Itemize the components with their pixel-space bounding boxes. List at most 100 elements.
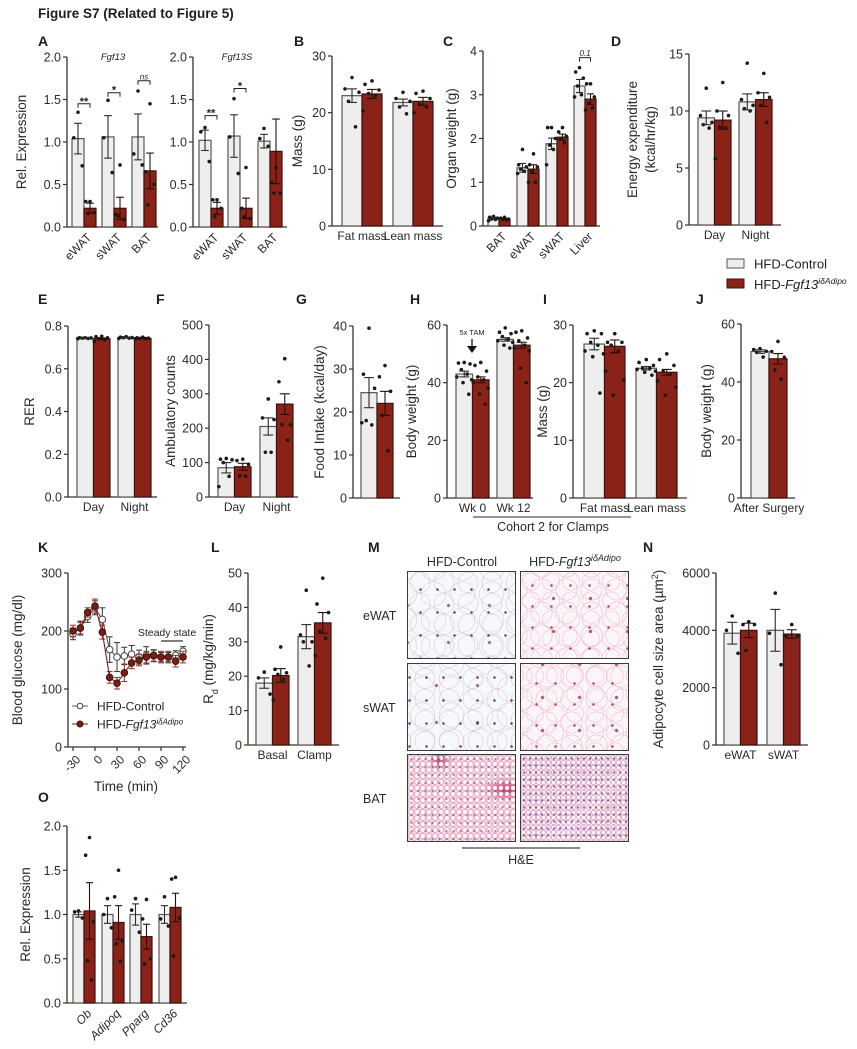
data-point	[99, 334, 104, 339]
y-axis-label-part: R	[201, 694, 216, 704]
y-tick-label: 2000	[682, 681, 710, 695]
y-axis-label-part: )	[651, 570, 666, 575]
legend-gene: Fgf13	[126, 718, 157, 732]
data-point	[503, 326, 508, 330]
y-tick-label: 20	[721, 434, 735, 448]
figure-legend: HFD-Control HFD-Fgf13iδAdipo	[726, 257, 847, 292]
x-tick-label: Fat mass	[580, 501, 629, 515]
y-tick-label: 6000	[682, 567, 710, 581]
bar-lean-mass-control	[635, 367, 658, 499]
data-point	[323, 636, 328, 641]
bar-lean-mass-control	[392, 101, 414, 227]
x-tick-label: sWAT	[218, 230, 251, 263]
data-point	[428, 96, 432, 101]
data-point	[465, 372, 469, 376]
data-point	[127, 650, 136, 659]
data-point	[230, 458, 234, 462]
data-point	[269, 450, 273, 455]
bar-ewat-control	[198, 139, 212, 228]
data-point	[271, 698, 276, 703]
x-axis-label: Time (min)	[94, 779, 158, 794]
error-bar	[773, 353, 783, 365]
histology-ewat-control-image	[407, 571, 516, 659]
significance-bracket: *	[107, 85, 121, 97]
panel-label-l: L	[211, 539, 220, 555]
data-point	[132, 152, 136, 156]
significance-bracket: **	[204, 108, 218, 120]
legend-label-control: HFD-Control	[97, 700, 164, 714]
y-tick-label: 15	[669, 48, 683, 62]
data-point	[486, 386, 490, 391]
error-bar	[213, 201, 221, 215]
data-point	[101, 912, 106, 917]
histology-row-label: sWAT	[363, 701, 396, 715]
data-point	[769, 349, 774, 354]
data-point	[455, 375, 459, 379]
data-point	[288, 422, 293, 427]
legend-swatch-fgf13	[726, 278, 745, 289]
data-point	[424, 105, 429, 109]
error-bar	[500, 218, 509, 220]
y-tick-label: 2	[470, 132, 477, 146]
x-tick-label: Day	[224, 500, 245, 514]
data-point	[142, 962, 147, 966]
bar-after-surgery-control	[750, 350, 770, 499]
y-tick-label: 0.0	[45, 491, 62, 505]
y-tick-label: 200	[41, 625, 62, 639]
x-tick-label: BAT	[129, 230, 155, 256]
data-point	[276, 672, 280, 677]
bar-night-control	[738, 101, 757, 226]
histology-swat-control-image	[407, 663, 516, 751]
data-point	[478, 360, 483, 365]
data-point	[704, 86, 709, 90]
data-point	[84, 199, 88, 204]
y-tick-label: 0	[676, 219, 683, 233]
data-point	[611, 393, 616, 398]
data-point	[401, 90, 405, 95]
data-point	[496, 339, 500, 343]
data-point	[135, 656, 143, 664]
y-tick-label: 0.2	[45, 448, 62, 462]
error-bar	[459, 370, 470, 378]
data-point	[304, 588, 309, 592]
data-point	[715, 109, 719, 113]
data-point	[468, 362, 472, 366]
error-bar	[221, 462, 232, 474]
legend-prefix: HFD-	[754, 277, 785, 292]
data-point	[122, 217, 126, 222]
data-point	[599, 331, 604, 336]
bar-bat-control	[257, 140, 271, 228]
x-tick-label: sWAT	[768, 748, 800, 762]
data-point	[736, 651, 740, 656]
data-point	[603, 369, 608, 373]
legend-label-fgf13: HFD-Fgf13iδAdipo	[754, 276, 847, 292]
y-tick-label: 200	[182, 422, 203, 436]
bar-liver-control	[573, 85, 586, 227]
y-tick-label: 0	[319, 220, 326, 234]
data-point	[789, 622, 794, 627]
data-point	[207, 159, 211, 164]
data-point	[91, 602, 99, 610]
data-point	[502, 343, 506, 347]
x-tick-label: Basal	[257, 748, 287, 762]
data-point	[171, 954, 176, 958]
header-prefix: HFD-	[529, 555, 559, 569]
error-bar	[518, 162, 527, 173]
bar-day-control	[76, 337, 95, 498]
data-point	[718, 125, 722, 129]
data-point	[531, 152, 536, 156]
x-tick-label: BAT	[255, 230, 281, 256]
y-tick-label: 0.4	[45, 405, 62, 419]
y-tick-label: 2.0	[44, 820, 61, 834]
x-tick-label: eWAT	[189, 230, 222, 263]
data-point	[592, 328, 597, 333]
data-point	[518, 167, 523, 171]
data-point	[112, 895, 117, 899]
x-tick-label: Pparg	[119, 1006, 152, 1039]
y-tick-label: 20	[333, 406, 347, 420]
data-point	[486, 218, 491, 223]
y-tick-label: 10	[333, 449, 347, 463]
data-point	[85, 958, 90, 963]
error-bar	[755, 349, 765, 354]
